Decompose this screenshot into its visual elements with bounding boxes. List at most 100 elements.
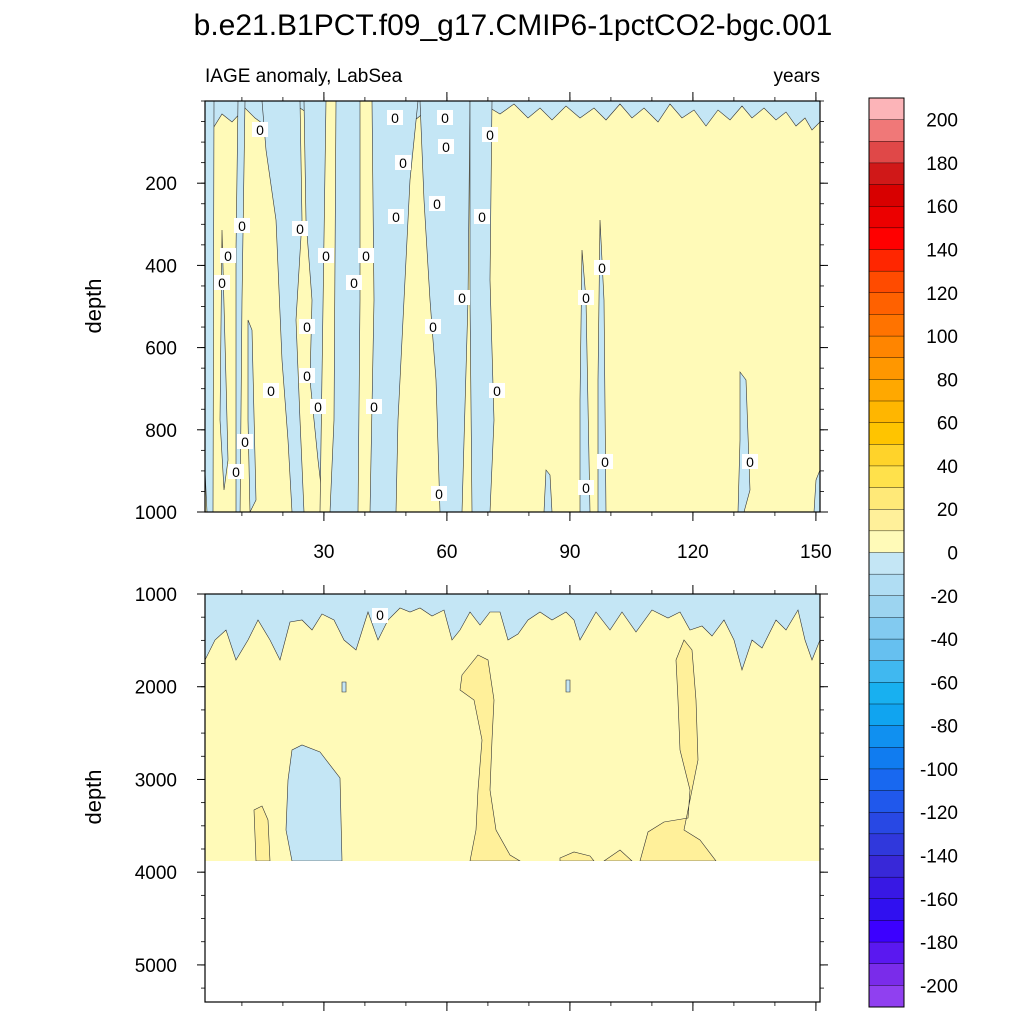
contour-label: 0 (429, 319, 437, 335)
contour-label: 0 (399, 155, 407, 171)
colorbar-swatch (868, 335, 905, 359)
colorbar-swatch (868, 509, 905, 532)
colorbar-label: -180 (920, 933, 958, 954)
contour-label-bg (594, 260, 610, 275)
lower-panel: 0 (205, 594, 820, 861)
colorbar-swatch (868, 595, 905, 618)
colorbar-label: 120 (926, 284, 958, 305)
colorbar-label: 20 (937, 500, 958, 521)
colorbar-swatch (868, 703, 905, 727)
colorbar-label: 160 (926, 197, 958, 218)
contour-label: 0 (238, 218, 246, 234)
lower-y-axis-label: depth (81, 769, 106, 824)
colorbar-swatch (868, 119, 905, 142)
colorbar-swatch (868, 162, 905, 186)
y-tick-label: 3000 (135, 770, 177, 791)
contour-label: 0 (486, 127, 494, 143)
contour-label: 0 (582, 480, 590, 496)
contour-label-bg (299, 368, 315, 383)
colorbar-swatch (868, 314, 905, 337)
colorbar-swatch (868, 833, 905, 856)
x-tick-label: 60 (436, 542, 457, 563)
contour-label-bg (395, 155, 411, 170)
colorbar-swatch (868, 747, 905, 770)
y-tick-label: 5000 (135, 956, 177, 977)
left-subtitle: IAGE anomaly, LabSea (205, 66, 403, 87)
colorbar-label: 100 (926, 327, 958, 348)
contour-label: 0 (582, 290, 590, 306)
contour-label-bg (388, 209, 404, 224)
contour-label: 0 (441, 110, 449, 126)
colorbar-swatch (868, 725, 905, 748)
y-tick-label: 1000 (135, 585, 177, 606)
colorbar-label: 60 (937, 414, 958, 435)
chart-title: b.e21.B1PCT.f09_g17.CMIP6-1pctCO2-bgc.00… (194, 9, 833, 42)
colorbar-swatch (868, 552, 905, 575)
contour-label: 0 (598, 260, 606, 276)
contour-label-bg (742, 454, 758, 469)
contour-label-bg (252, 122, 268, 137)
colorbar-label: -140 (920, 847, 958, 868)
contour-label-bg (228, 464, 244, 479)
y-tick-label: 400 (145, 256, 177, 277)
colorbar-swatch (868, 357, 905, 380)
colorbar-swatch (868, 920, 905, 943)
colorbar-swatch (868, 465, 905, 489)
y-tick-label: 600 (145, 339, 177, 360)
contour-label-bg (489, 383, 505, 398)
contour-label-bg (454, 290, 470, 305)
contour-label: 0 (442, 139, 450, 155)
contour-label: 0 (267, 383, 275, 399)
y-tick-label: 4000 (135, 863, 177, 884)
colorbar-swatch (868, 963, 905, 986)
colorbar-label: 200 (926, 111, 958, 132)
contour-label: 0 (303, 319, 311, 335)
y-tick-label: 800 (145, 421, 177, 442)
contour-label: 0 (458, 290, 466, 306)
colorbar-label: 80 (937, 370, 958, 391)
contour-label: 0 (746, 454, 754, 470)
contour-label: 0 (314, 399, 322, 415)
colorbar-label: -200 (920, 976, 958, 997)
y-tick-label: 1000 (135, 503, 177, 524)
lower-frame (204, 593, 821, 1003)
y-tick-label: 200 (145, 174, 177, 195)
contour-label-bg (234, 218, 250, 233)
colorbar-swatch (868, 617, 905, 640)
x-tick-label: 30 (313, 542, 334, 563)
contour-label-bg (474, 209, 490, 224)
contour-label-bg (372, 608, 388, 623)
axes: 200 400 600 800 1000 30 60 90 120 150 1000 2000 3000… (135, 92, 832, 1011)
lower-contour-regions (205, 594, 820, 861)
colorbar-swatch (868, 206, 905, 229)
colorbar-label: -20 (931, 587, 958, 608)
right-subtitle: years (774, 66, 820, 87)
colorbar-label: 180 (926, 154, 958, 175)
contour-label-bg (387, 110, 403, 125)
contour-label-bg (318, 248, 334, 263)
contour-label-bg (425, 319, 441, 334)
colorbar-swatch (868, 898, 905, 921)
colorbar-swatch (868, 530, 905, 553)
contour-label-bg (597, 454, 613, 469)
colorbar-swatch (868, 249, 905, 272)
colorbar-swatch (868, 812, 905, 835)
colorbar-label: -160 (920, 890, 958, 911)
x-tick-label: 90 (559, 542, 580, 563)
colorbar-swatch (868, 573, 905, 597)
colorbar-label: -80 (931, 717, 958, 738)
contour-label-bg (358, 248, 374, 263)
contour-label-bg (431, 486, 447, 501)
contour-label: 0 (296, 221, 304, 237)
contour-label: 0 (350, 275, 358, 291)
contour-label: 0 (478, 209, 486, 225)
colorbar-label: 0 (947, 544, 958, 565)
colorbar-swatch (868, 292, 905, 315)
contour-label: 0 (241, 434, 249, 450)
colorbar-swatch (868, 985, 905, 1008)
contour-label: 0 (391, 110, 399, 126)
colorbar-swatch (868, 487, 905, 510)
